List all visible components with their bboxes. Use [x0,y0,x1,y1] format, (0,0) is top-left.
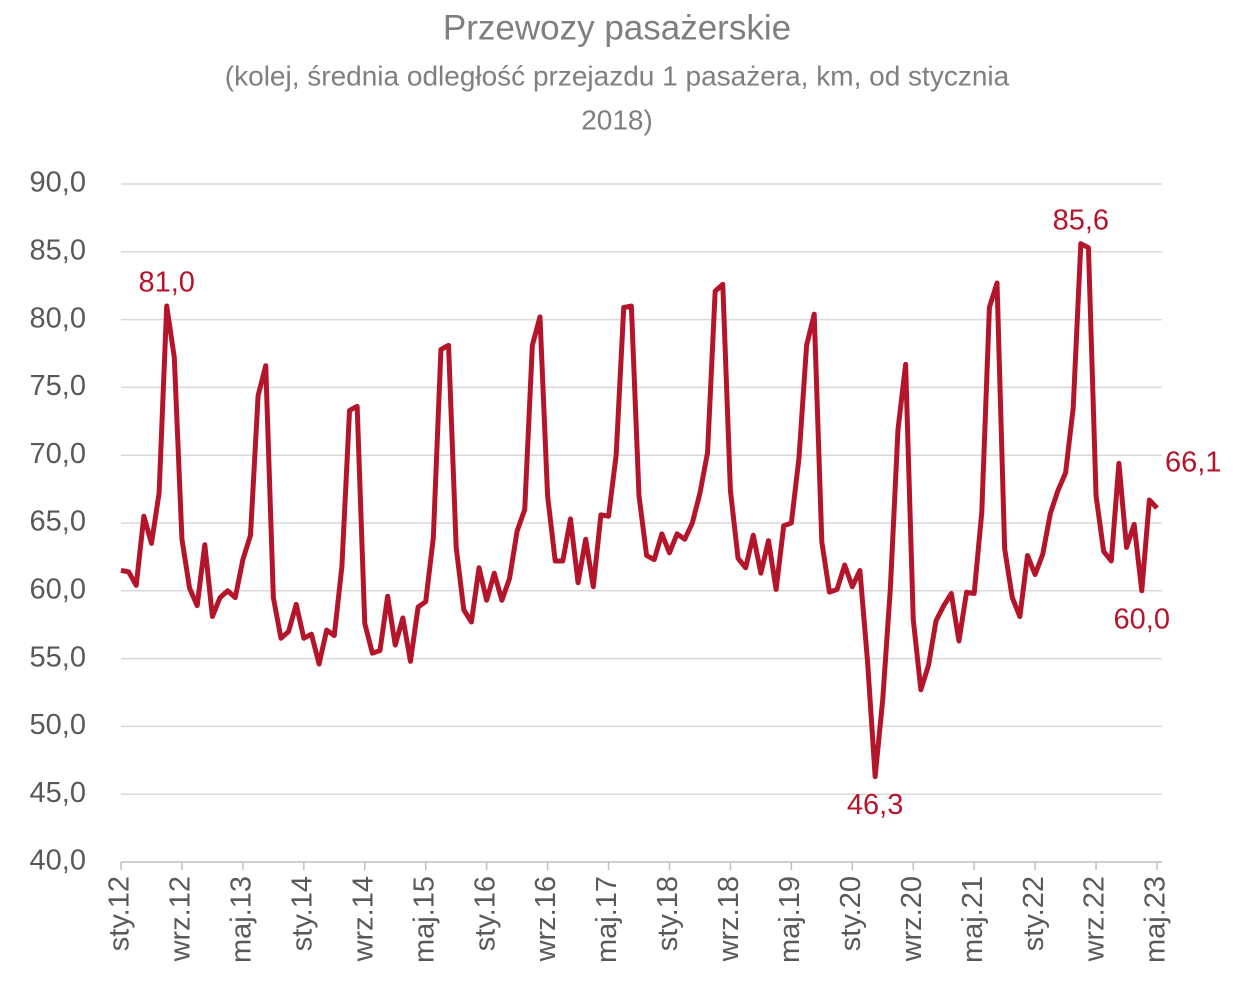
data-label: 46,3 [847,789,903,821]
x-tick-label: sty.22 [1018,876,1050,951]
x-tick-label: wrz.12 [165,876,197,962]
x-tick-label: sty.20 [835,876,867,951]
x-tick-label: maj.23 [1140,876,1172,963]
y-tick-label: 60,0 [30,573,86,605]
data-label: 85,6 [1053,204,1109,236]
y-tick-label: 40,0 [30,845,86,877]
data-label: 66,1 [1165,447,1221,479]
x-tick-label: maj.21 [957,876,989,963]
x-tick-label: sty.12 [104,876,136,951]
y-tick-label: 75,0 [30,370,86,402]
chart-title: Przewozy pasażerskie [443,8,791,47]
x-tick-label: maj.13 [226,876,258,963]
x-tick-label: wrz.14 [347,876,379,962]
y-tick-label: 85,0 [30,234,86,266]
x-tick-label: sty.16 [469,876,501,951]
x-tick-label: maj.19 [774,876,806,963]
y-tick-label: 90,0 [30,167,86,199]
x-tick-label: sty.14 [286,876,318,951]
y-tick-label: 55,0 [30,641,86,673]
y-tick-label: 80,0 [30,302,86,334]
x-tick-label: maj.15 [408,876,440,963]
series-line [120,241,1159,780]
x-tick-label: wrz.16 [530,876,562,962]
x-tick-label: sty.18 [652,876,684,951]
y-tick-label: 45,0 [30,777,86,809]
y-tick-label: 70,0 [30,438,86,470]
x-tick-label: maj.17 [591,876,623,963]
x-tick-label: wrz.18 [713,876,745,962]
x-tick-label: wrz.20 [896,876,928,962]
data-label: 81,0 [138,267,194,299]
y-tick-label: 50,0 [30,709,86,741]
x-tick-label: wrz.22 [1079,876,1111,962]
data-label: 60,0 [1114,603,1170,635]
chart-subtitle: (kolej, średnia odległość przejazdu 1 pa… [225,60,1010,91]
y-tick-label: 65,0 [30,506,86,538]
chart-subtitle: 2018) [581,104,653,135]
